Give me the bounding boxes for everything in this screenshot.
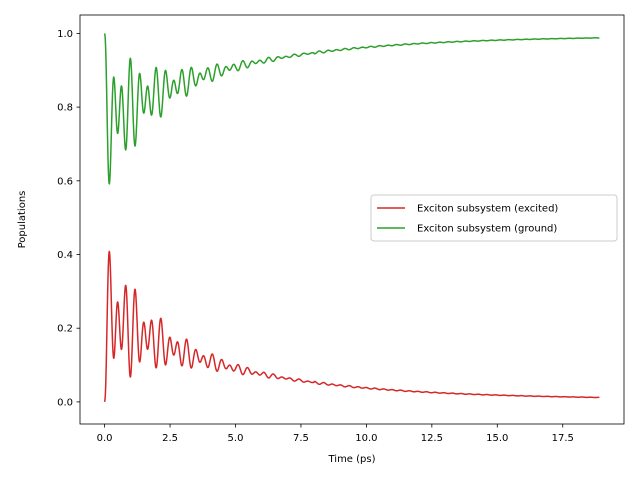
- x-tick-label: 17.5: [552, 433, 574, 444]
- legend: Exciton subsystem (excited) Exciton subsy…: [370, 194, 618, 242]
- y-tick-label: 0.6: [57, 176, 73, 187]
- legend-label: Exciton subsystem (excited): [417, 204, 558, 215]
- y-tick-label: 0.0: [57, 397, 73, 408]
- x-tick-label: 2.5: [162, 433, 178, 444]
- y-axis-label: Populations: [17, 191, 28, 249]
- y-tick-label: 0.4: [57, 250, 73, 261]
- series-line-ground: [103, 33, 600, 185]
- legend-box: [370, 194, 618, 242]
- x-tick-label: 10.0: [355, 433, 377, 444]
- x-tick-label: 12.5: [421, 433, 443, 444]
- axes: 0.0 2.5 5.0 7.5 10.0 12.5 15.0 17.5 0.0 0.2 0.4 0.6…: [17, 14, 625, 465]
- y-tick-label: 1.0: [57, 29, 73, 40]
- plot-area: [103, 33, 600, 403]
- legend-label: Exciton subsystem (ground): [417, 224, 557, 235]
- x-tick-label: 5.0: [228, 433, 244, 444]
- x-tick-label: 0.0: [97, 433, 113, 444]
- series-line-excited: [103, 250, 600, 403]
- x-tick-label: 7.5: [293, 433, 309, 444]
- x-axis-label: Time (ps): [327, 454, 375, 465]
- x-tick-label: 15.0: [486, 433, 508, 444]
- y-tick-label: 0.8: [57, 103, 73, 114]
- y-tick-label: 0.2: [57, 324, 73, 335]
- axes-frame: [79, 14, 625, 425]
